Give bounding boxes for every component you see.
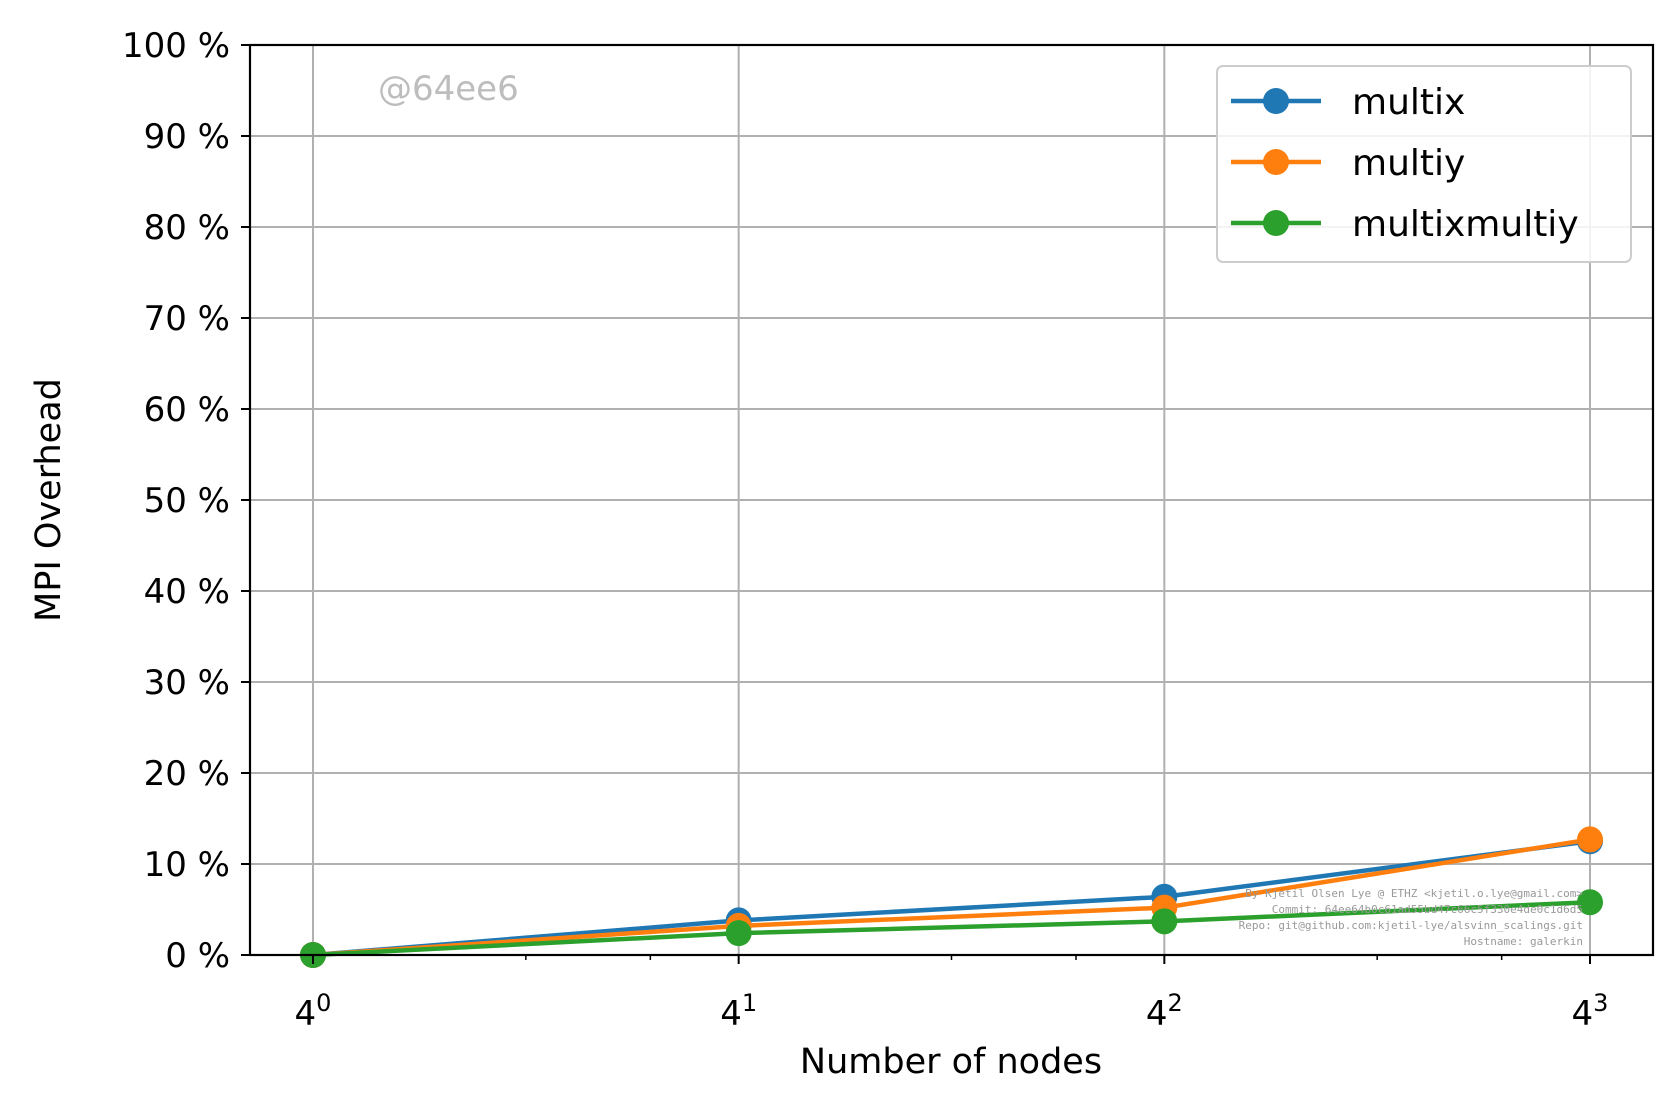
data-point-multixmultiy <box>1577 889 1603 916</box>
legend-label: multixmultiy <box>1352 204 1579 245</box>
y-tick-label: 20 % <box>144 754 230 794</box>
y-tick-label: 30 % <box>144 663 230 703</box>
x-tick-label: 40 <box>295 989 332 1034</box>
watermark-label: @64ee6 <box>378 69 519 109</box>
legend-swatch-marker <box>1263 149 1289 175</box>
y-tick-label: 60 % <box>144 390 230 430</box>
y-tick-label: 90 % <box>144 117 230 157</box>
x-tick-label: 43 <box>1572 989 1609 1034</box>
data-point-multiy <box>1577 826 1603 853</box>
credit-line: By Kjetil Olsen Lye @ ETHZ <kjetil.o.lye… <box>1245 887 1583 900</box>
y-tick-label: 100 % <box>122 26 230 66</box>
x-axis-label: Number of nodes <box>800 1042 1102 1082</box>
series-line-multix <box>312 839 1591 958</box>
data-point-multixmultiy <box>725 920 752 947</box>
legend-swatch-marker <box>1263 88 1289 114</box>
y-axis-label: MPI Overhead <box>29 378 69 622</box>
y-tick-label: 70 % <box>144 299 230 339</box>
legend-swatch-marker <box>1263 210 1289 236</box>
credit-line: Hostname: galerkin <box>1464 935 1583 948</box>
credit-line: Repo: git@github.com:kjetil-lye/alsvinn_… <box>1239 919 1583 932</box>
series-layer <box>300 826 1603 968</box>
x-tick-label: 42 <box>1146 989 1183 1034</box>
legend-label: multix <box>1352 82 1465 123</box>
y-tick-label: 40 % <box>144 572 230 612</box>
series-line-multiy <box>312 837 1591 958</box>
series-line-multixmultiy <box>312 899 1591 958</box>
y-tick-label: 10 % <box>144 845 230 885</box>
credit-block: By Kjetil Olsen Lye @ ETHZ <kjetil.o.lye… <box>1239 887 1584 948</box>
x-tick-label: 41 <box>720 989 757 1034</box>
axis-ticks: 0 % 10 % 20 % 30 % 40 % 50 % 60 % 70 % 80 % 90 % 1… <box>122 26 1608 1034</box>
legend-label: multiy <box>1352 143 1465 184</box>
y-tick-label: 50 % <box>144 481 230 521</box>
y-tick-label: 80 % <box>144 208 230 248</box>
credit-line: Commit: 64ee64b0c61ad55bd47c66c5f330e4de… <box>1272 903 1583 916</box>
y-tick-label: 0 % <box>165 936 230 976</box>
legend-box <box>1216 65 1632 263</box>
data-point-multixmultiy <box>1151 908 1178 935</box>
